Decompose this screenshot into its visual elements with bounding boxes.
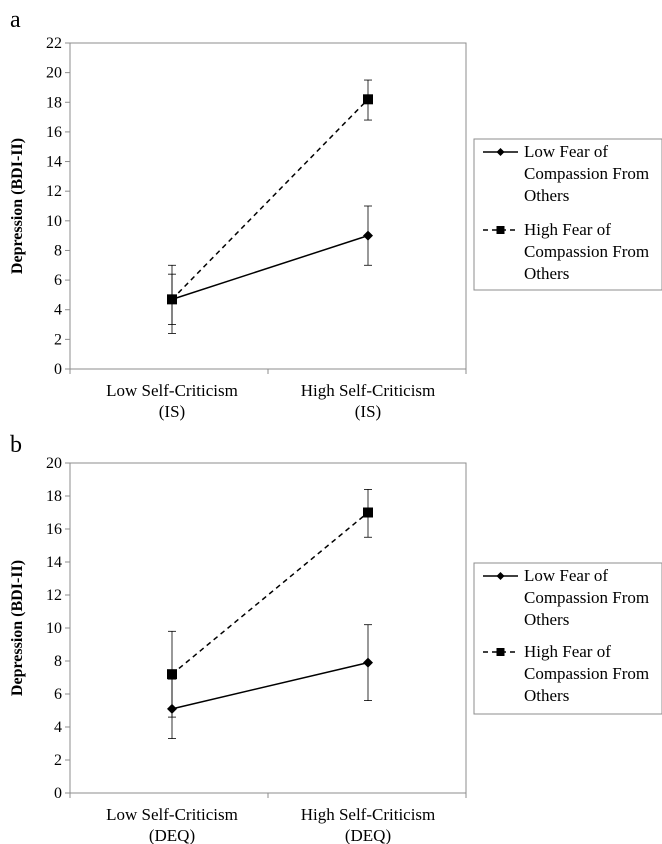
- legend-label-line: Compassion From: [524, 588, 649, 607]
- series-high-fear: [167, 488, 373, 718]
- legend-label-line: Compassion From: [524, 242, 649, 261]
- data-point-diamond: [363, 657, 373, 668]
- legend-label-line: High Fear of: [524, 642, 611, 661]
- data-point-square: [363, 94, 373, 105]
- y-tick-label: 16: [46, 521, 62, 538]
- y-tick-label: 14: [46, 154, 62, 171]
- legend-label: Low Fear of Compassion From Others: [524, 566, 649, 629]
- series-line: [171, 234, 369, 301]
- panel-label: b: [10, 432, 22, 458]
- y-tick-label: 16: [46, 124, 62, 141]
- y-tick-label: 2: [54, 331, 62, 348]
- legend-swatch-square: [496, 226, 505, 234]
- series-line: [171, 98, 369, 300]
- y-tick-label: 10: [46, 620, 62, 637]
- x-tick-label: Low Self-Criticism (IS): [106, 381, 238, 421]
- data-point-square: [363, 507, 373, 518]
- y-tick-label: 0: [54, 361, 62, 378]
- legend-label: High Fear of Compassion From Others: [524, 642, 649, 705]
- legend-label: Low Fear of Compassion From Others: [524, 142, 649, 205]
- legend-label-line: Low Fear of: [524, 566, 608, 585]
- chart-panel-a: a 0 2 4 6 8 10 12 14 16 18 20 22 Low Self-Criticism (I…: [9, 7, 662, 421]
- y-axis-label: Depression (BDI-II): [9, 138, 26, 274]
- y-tick-label: 4: [54, 719, 62, 736]
- series-high-fear: [167, 79, 373, 334]
- y-tick-label: 8: [54, 242, 62, 259]
- y-axis-label: Depression (BDI-II): [9, 560, 26, 696]
- x-tick-label-line: (DEQ): [345, 826, 391, 844]
- y-tick-label: 6: [54, 686, 62, 703]
- x-tick-label-line: Low Self-Criticism: [106, 805, 238, 824]
- plot-frame: [69, 462, 467, 794]
- series-low-fear: [167, 624, 373, 739]
- series-line: [171, 511, 369, 675]
- x-tick-label-line: (DEQ): [149, 826, 195, 844]
- y-tick-label: 20: [46, 455, 62, 472]
- plot-frame: [69, 42, 467, 370]
- x-tick-label-line: (IS): [355, 402, 381, 421]
- legend-swatch-diamond: [496, 148, 505, 156]
- x-tick-label: High Self-Criticism (DEQ): [301, 805, 436, 844]
- x-tick-label-line: High Self-Criticism: [301, 805, 436, 824]
- chart-panel-b: b 0 2 4 6 8 10 12 14 16 18 20 Low Self-Criticism (DEQ…: [9, 432, 662, 844]
- y-tick-label: 20: [46, 65, 62, 82]
- series-low-fear: [167, 205, 373, 325]
- x-tick-label: Low Self-Criticism (DEQ): [106, 805, 238, 844]
- panel-label: a: [10, 7, 21, 33]
- y-tick-label: 10: [46, 213, 62, 230]
- y-tick-label: 14: [46, 554, 62, 571]
- legend-label-line: Compassion From: [524, 664, 649, 683]
- legend-label-line: Others: [524, 264, 569, 283]
- series-line: [171, 661, 369, 710]
- y-tick-label: 18: [46, 94, 62, 111]
- y-tick-label: 8: [54, 653, 62, 670]
- y-tick-label: 0: [54, 785, 62, 802]
- legend-swatch-square: [496, 648, 505, 656]
- legend-label-line: Others: [524, 610, 569, 629]
- x-tick-label: High Self-Criticism (IS): [301, 381, 436, 421]
- data-point-square: [167, 669, 177, 680]
- legend-label-line: High Fear of: [524, 220, 611, 239]
- legend-box: [473, 138, 662, 291]
- x-tick-label-line: Low Self-Criticism: [106, 381, 238, 400]
- legend-label: High Fear of Compassion From Others: [524, 220, 649, 283]
- legend-box: [473, 562, 662, 715]
- data-point-diamond: [363, 230, 373, 241]
- legend-label-line: Others: [524, 686, 569, 705]
- y-tick-label: 12: [46, 587, 62, 604]
- y-tick-label: 12: [46, 183, 62, 200]
- legend-swatch-diamond: [496, 572, 505, 580]
- y-tick-label: 18: [46, 488, 62, 505]
- data-point-square: [167, 294, 177, 305]
- y-tick-label: 6: [54, 272, 62, 289]
- legend-label-line: Low Fear of: [524, 142, 608, 161]
- y-tick-label: 4: [54, 302, 62, 319]
- y-tick-label: 22: [46, 35, 62, 52]
- legend-label-line: Others: [524, 186, 569, 205]
- x-tick-label-line: High Self-Criticism: [301, 381, 436, 400]
- legend-label-line: Compassion From: [524, 164, 649, 183]
- x-tick-label-line: (IS): [159, 402, 185, 421]
- y-tick-label: 2: [54, 752, 62, 769]
